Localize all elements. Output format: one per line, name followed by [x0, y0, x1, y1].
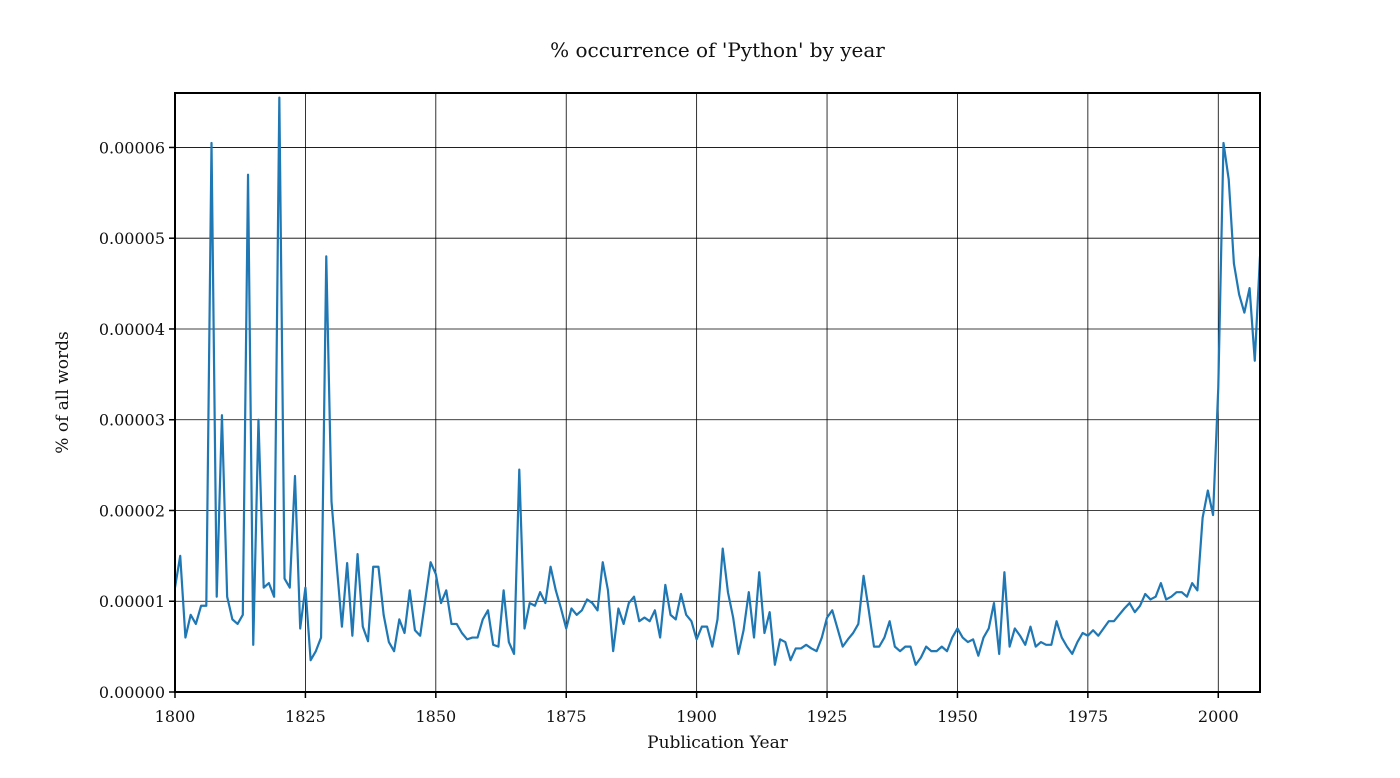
x-tick-label: 1950: [937, 707, 978, 726]
y-tick-label: 0.00004: [99, 320, 165, 339]
x-tick-label: 1800: [155, 707, 196, 726]
x-axis-label: Publication Year: [647, 733, 789, 753]
y-axis-label: % of all words: [53, 331, 73, 453]
tick-layer: 1800 1825 1850 1875 1900 1925 1950 1975 2000 0.00…: [99, 138, 1239, 726]
series-line: [175, 96, 1260, 666]
grid: [174, 93, 1260, 693]
plot-frame: [174, 92, 1261, 693]
x-tick-label: 1900: [676, 707, 717, 726]
y-tick-label: 0.00001: [99, 592, 165, 611]
x-tick-label: 1850: [415, 707, 456, 726]
x-tick-label: 1875: [546, 707, 587, 726]
y-tick-label: 0.00002: [99, 501, 165, 520]
chart-title: % occurrence of 'Python' by year: [550, 38, 885, 62]
x-tick-label: 1975: [1068, 707, 1109, 726]
x-tick-label: 1925: [807, 707, 848, 726]
x-tick-label: 1825: [285, 707, 326, 726]
x-tick-label: 2000: [1198, 707, 1239, 726]
series-layer: [175, 96, 1260, 666]
y-tick-label: 0.00006: [99, 138, 165, 157]
y-tick-label: 0.00003: [99, 411, 165, 430]
y-tick-label: 0.00005: [99, 229, 165, 248]
y-tick-label: 0.00000: [99, 683, 165, 702]
